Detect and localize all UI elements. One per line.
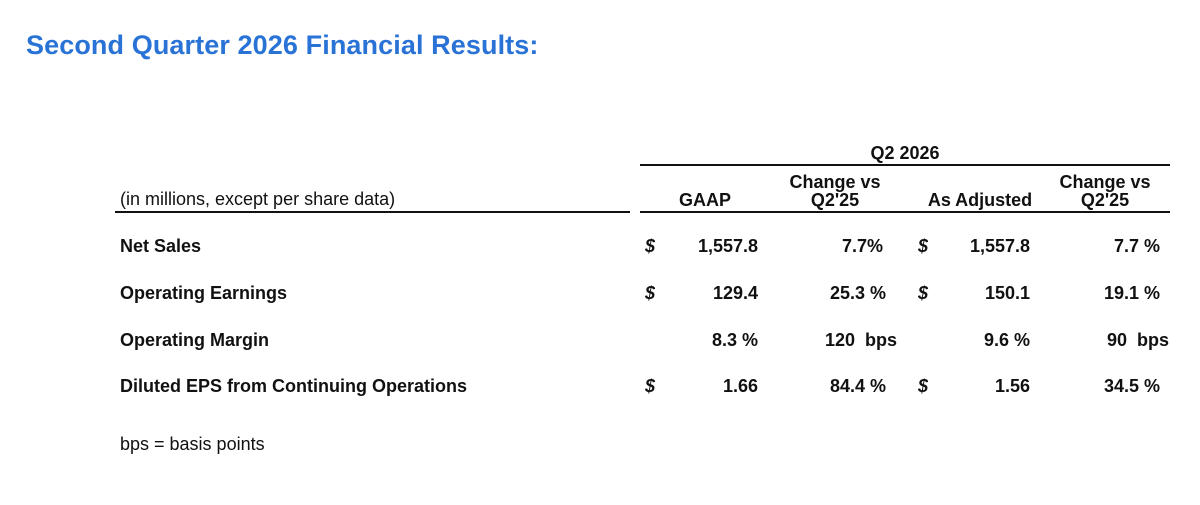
label-header-rule (115, 211, 630, 213)
units-note: (in millions, except per share data) (120, 189, 396, 209)
col-header-gaap-change-line1: Change vs (789, 172, 881, 192)
row-operating-earnings-adjusted: 150.1 (984, 283, 1030, 303)
row-net-sales-gaap: 1,557.8 (697, 236, 758, 256)
row-label-net-sales: Net Sales (120, 236, 202, 256)
row-operating-margin-adjusted: 9.6 % (983, 330, 1030, 350)
row-diluted-eps-adjusted-change: 34.5 % (1103, 376, 1160, 396)
row-operating-earnings-adj-dollar: $ (918, 283, 929, 303)
col-header-gaap-change-line2: Q2'25 (810, 190, 860, 210)
row-diluted-eps-gaap: 1.66 (722, 376, 758, 396)
row-operating-margin-adjusted-change: 90 bps (1106, 330, 1169, 350)
col-header-adjusted-change-line1: Change vs (1059, 172, 1151, 192)
row-operating-margin-gaap: 8.3 % (711, 330, 758, 350)
row-net-sales-adjusted-change: 7.7 % (1113, 236, 1160, 256)
col-header-adjusted: As Adjusted (927, 190, 1033, 210)
row-label-diluted-eps: Diluted EPS from Continuing Operations (120, 376, 468, 396)
row-label-operating-earnings: Operating Earnings (120, 283, 288, 303)
row-operating-earnings-gaap-dollar: $ (645, 283, 656, 303)
period-header: Q2 2026 (870, 143, 940, 163)
row-label-operating-margin: Operating Margin (120, 330, 270, 350)
col-header-gaap: GAAP (678, 190, 731, 210)
row-net-sales-adjusted: 1,557.8 (969, 236, 1030, 256)
row-diluted-eps-adjusted: 1.56 (994, 376, 1030, 396)
page-title: Second Quarter 2026 Financial Results: (26, 30, 539, 60)
row-operating-earnings-gaap-change: 25.3 % (829, 283, 886, 303)
row-diluted-eps-gaap-dollar: $ (645, 376, 656, 396)
row-operating-margin-gaap-change: 120 bps (824, 330, 897, 350)
col-header-adjusted-change-line2: Q2'25 (1080, 190, 1130, 210)
row-operating-earnings-gaap: 129.4 (712, 283, 758, 303)
data-header-rule (640, 211, 1170, 213)
row-net-sales-gaap-dollar: $ (645, 236, 656, 256)
row-diluted-eps-gaap-change: 84.4 % (829, 376, 886, 396)
row-operating-earnings-adjusted-change: 19.1 % (1103, 283, 1160, 303)
row-net-sales-gaap-change: 7.7% (841, 236, 883, 256)
period-header-rule (640, 164, 1170, 166)
footnote: bps = basis points (120, 434, 265, 454)
row-diluted-eps-adj-dollar: $ (918, 376, 929, 396)
row-net-sales-adj-dollar: $ (918, 236, 929, 256)
